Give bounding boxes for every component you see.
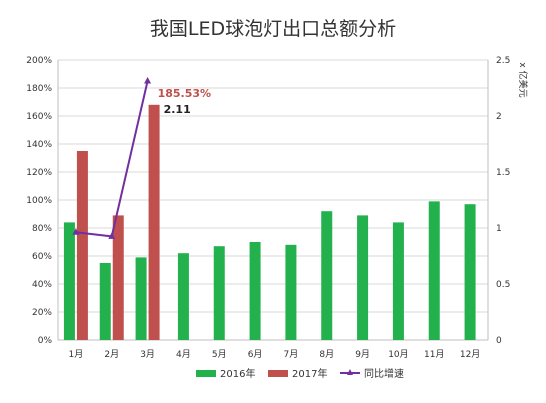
bar-2016 [428, 201, 440, 340]
y-left-tick-label: 200% [26, 56, 52, 66]
y-left-tick-label: 40% [32, 280, 52, 290]
bar-2017 [76, 151, 88, 340]
bar-2016 [392, 222, 404, 340]
annotation-growth-value: 185.53% [158, 87, 211, 100]
bar-2017 [112, 215, 124, 340]
legend-label-2017: 2017年 [292, 367, 327, 380]
growth-point [144, 77, 152, 84]
y-left-tick-label: 180% [26, 84, 52, 94]
y-right-tick-label: 2 [496, 112, 502, 122]
legend-marker-growth [347, 369, 353, 375]
bar-2016 [464, 204, 476, 340]
y-right-tick-label: 0 [496, 336, 502, 346]
x-tick-label: 6月 [248, 349, 263, 360]
y-left-tick-label: 100% [26, 196, 52, 206]
bar-2016 [321, 211, 333, 340]
y-right-tick-label: 1.5 [496, 168, 510, 178]
x-tick-label: 3月 [140, 349, 155, 360]
bar-2016 [249, 242, 261, 340]
x-tick-label: 10月 [388, 349, 408, 360]
annotation-export-value: 2.11 [164, 103, 191, 116]
bar-2016 [213, 246, 225, 340]
growth-point [108, 232, 116, 239]
bar-2016 [285, 244, 297, 340]
legend-label-growth: 同比增速 [364, 367, 404, 380]
x-tick-label: 12月 [460, 349, 480, 360]
chart-title: 我国LED球泡灯出口总额分析 [149, 18, 397, 40]
bar-2016 [357, 215, 369, 340]
bar-2016 [99, 263, 111, 340]
x-tick-label: 9月 [355, 349, 370, 360]
bar-2016 [135, 257, 147, 340]
y-left-tick-label: 140% [26, 140, 52, 150]
x-tick-label: 8月 [319, 349, 334, 360]
x-tick-label: 4月 [176, 349, 191, 360]
y-right-tick-label: 2.5 [496, 56, 510, 66]
x-tick-label: 2月 [104, 349, 119, 360]
y-right-tick-label: 0.5 [496, 280, 510, 290]
legend-swatch-2017 [268, 370, 288, 377]
y-left-tick-label: 80% [32, 224, 52, 234]
legend-label-2016: 2016年 [220, 367, 255, 380]
legend-swatch-2016 [196, 370, 216, 377]
y-left-tick-label: 160% [26, 112, 52, 122]
bar-2017 [148, 104, 160, 340]
y-left-tick-label: 60% [32, 252, 52, 262]
x-tick-label: 5月 [212, 349, 227, 360]
y-right-axis-label: x 亿美元 [517, 62, 529, 97]
y-right-tick-label: 1 [496, 224, 502, 234]
x-tick-label: 11月 [424, 349, 444, 360]
y-left-tick-label: 0% [38, 336, 53, 346]
x-tick-label: 1月 [69, 349, 84, 360]
y-left-tick-label: 20% [32, 308, 52, 318]
bar-2016 [177, 253, 189, 340]
x-tick-label: 7月 [284, 349, 299, 360]
bar-2016 [63, 222, 75, 340]
growth-point [72, 228, 80, 235]
y-left-tick-label: 120% [26, 168, 52, 178]
